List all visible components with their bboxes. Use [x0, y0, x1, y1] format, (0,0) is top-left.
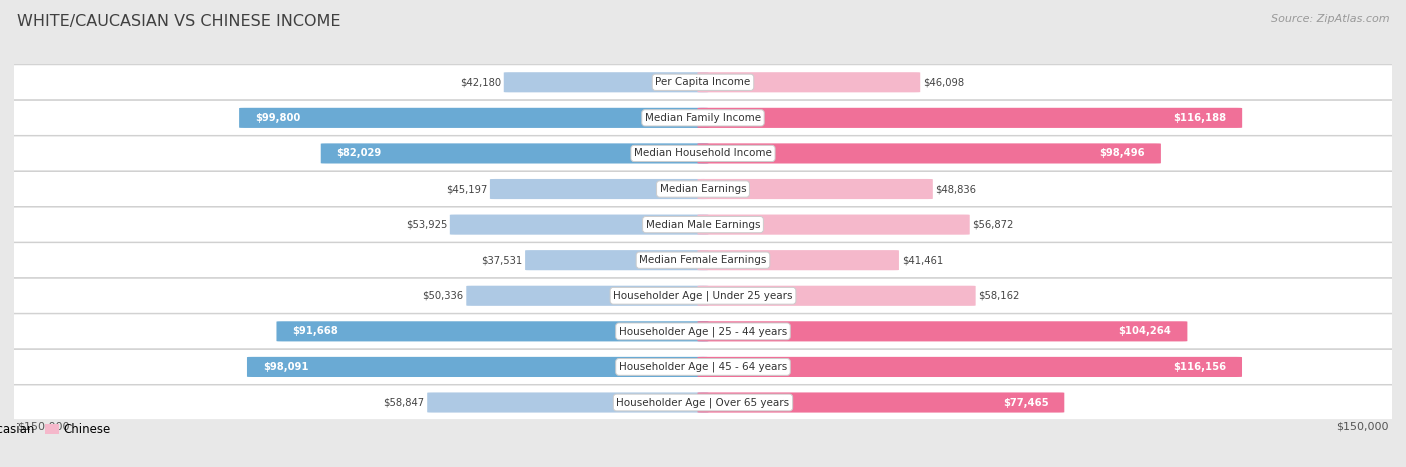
Text: $116,156: $116,156 — [1173, 362, 1226, 372]
FancyBboxPatch shape — [697, 250, 898, 270]
Text: $45,197: $45,197 — [446, 184, 486, 194]
FancyBboxPatch shape — [489, 179, 709, 199]
Text: Median Earnings: Median Earnings — [659, 184, 747, 194]
Text: Householder Age | Over 65 years: Householder Age | Over 65 years — [616, 397, 790, 408]
Text: Median Family Income: Median Family Income — [645, 113, 761, 123]
Text: $77,465: $77,465 — [1002, 397, 1049, 408]
FancyBboxPatch shape — [467, 286, 709, 306]
Text: $82,029: $82,029 — [336, 149, 382, 158]
Text: Householder Age | Under 25 years: Householder Age | Under 25 years — [613, 290, 793, 301]
Text: Source: ZipAtlas.com: Source: ZipAtlas.com — [1271, 14, 1389, 24]
FancyBboxPatch shape — [7, 136, 1399, 171]
Text: $46,098: $46,098 — [922, 77, 965, 87]
FancyBboxPatch shape — [697, 72, 921, 92]
FancyBboxPatch shape — [450, 214, 709, 235]
FancyBboxPatch shape — [7, 242, 1399, 278]
Text: $58,847: $58,847 — [384, 397, 425, 408]
Text: $41,461: $41,461 — [901, 255, 943, 265]
FancyBboxPatch shape — [7, 278, 1399, 313]
Text: $99,800: $99,800 — [254, 113, 301, 123]
Text: $42,180: $42,180 — [460, 77, 501, 87]
FancyBboxPatch shape — [7, 100, 1399, 135]
Text: $53,925: $53,925 — [406, 219, 447, 230]
Text: $116,188: $116,188 — [1173, 113, 1226, 123]
Text: Per Capita Income: Per Capita Income — [655, 77, 751, 87]
Text: WHITE/CAUCASIAN VS CHINESE INCOME: WHITE/CAUCASIAN VS CHINESE INCOME — [17, 14, 340, 29]
FancyBboxPatch shape — [7, 64, 1399, 100]
FancyBboxPatch shape — [697, 179, 932, 199]
FancyBboxPatch shape — [277, 321, 709, 341]
Text: $150,000: $150,000 — [17, 421, 70, 432]
Text: Median Male Earnings: Median Male Earnings — [645, 219, 761, 230]
Text: Median Household Income: Median Household Income — [634, 149, 772, 158]
FancyBboxPatch shape — [7, 385, 1399, 420]
Text: $91,668: $91,668 — [292, 326, 337, 336]
FancyBboxPatch shape — [697, 392, 1064, 412]
FancyBboxPatch shape — [697, 321, 1188, 341]
Text: $98,496: $98,496 — [1099, 149, 1144, 158]
FancyBboxPatch shape — [321, 143, 709, 163]
FancyBboxPatch shape — [503, 72, 709, 92]
FancyBboxPatch shape — [7, 349, 1399, 384]
Text: $37,531: $37,531 — [481, 255, 523, 265]
FancyBboxPatch shape — [7, 314, 1399, 349]
Text: Median Female Earnings: Median Female Earnings — [640, 255, 766, 265]
Text: $98,091: $98,091 — [263, 362, 308, 372]
FancyBboxPatch shape — [247, 357, 709, 377]
FancyBboxPatch shape — [427, 392, 709, 412]
FancyBboxPatch shape — [697, 143, 1161, 163]
FancyBboxPatch shape — [7, 207, 1399, 242]
FancyBboxPatch shape — [239, 108, 709, 128]
FancyBboxPatch shape — [697, 357, 1241, 377]
Text: $150,000: $150,000 — [1336, 421, 1389, 432]
Text: $50,336: $50,336 — [422, 291, 464, 301]
FancyBboxPatch shape — [524, 250, 709, 270]
Text: $104,264: $104,264 — [1119, 326, 1171, 336]
Text: $48,836: $48,836 — [935, 184, 977, 194]
Text: Householder Age | 45 - 64 years: Householder Age | 45 - 64 years — [619, 361, 787, 372]
Text: $58,162: $58,162 — [979, 291, 1019, 301]
FancyBboxPatch shape — [697, 214, 970, 235]
Text: Householder Age | 25 - 44 years: Householder Age | 25 - 44 years — [619, 326, 787, 337]
FancyBboxPatch shape — [7, 171, 1399, 206]
FancyBboxPatch shape — [697, 286, 976, 306]
Text: $56,872: $56,872 — [973, 219, 1014, 230]
FancyBboxPatch shape — [697, 108, 1241, 128]
Legend: White/Caucasian, Chinese: White/Caucasian, Chinese — [0, 418, 115, 440]
